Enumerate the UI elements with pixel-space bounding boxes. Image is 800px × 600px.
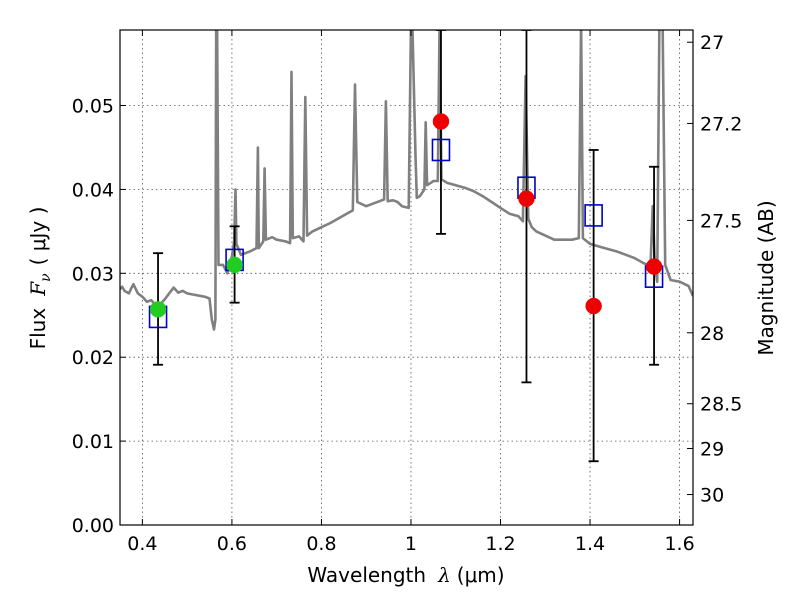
plot-background	[120, 30, 693, 525]
x-axis-ticks: 0.4 0.6 0.8 1 1.2 1.4 1.6	[127, 30, 695, 555]
model-point-square	[431, 138, 451, 162]
y-axis-title-subscript: ν	[38, 273, 54, 282]
x-axis-title: Wavelength λ (μm)	[307, 563, 504, 587]
x-tick-label: 1.6	[664, 533, 694, 555]
observed-red-point	[518, 190, 535, 207]
x-axis-title-text: Wavelength	[307, 563, 426, 587]
y2-tick-label: 29	[700, 438, 724, 460]
x-tick-label: 0.4	[127, 533, 157, 555]
observed-green-point	[149, 301, 167, 318]
observed-red-point	[585, 297, 602, 315]
y-tick-label: 0.05	[72, 96, 114, 118]
observed-green-point	[226, 256, 243, 274]
x-tick-label: 0.6	[217, 533, 247, 555]
y-axis-title: Flux Fν ( μJy )	[26, 207, 54, 350]
y2-tick-label: 28.5	[700, 394, 742, 416]
y-tick-label: 0.02	[72, 347, 114, 369]
observed-point-layer	[149, 113, 663, 318]
x-tick-label: 1.2	[485, 533, 515, 555]
x-tick-label: 0.8	[306, 533, 336, 555]
y2-tick-label: 28	[700, 323, 724, 345]
x-axis-title-unit: (μm)	[457, 563, 505, 587]
y-tick-label: 0.01	[72, 431, 114, 453]
y-tick-label: 0.00	[72, 515, 114, 537]
y2-tick-label: 27	[700, 32, 724, 54]
y-axis-title-unit: ( μJy )	[26, 207, 50, 266]
y2-axis-title: Magnitude (AB)	[754, 200, 778, 355]
spectrum-layer	[120, 30, 693, 331]
observed-red-point	[432, 113, 450, 130]
y-tick-label: 0.04	[72, 179, 114, 201]
model-point-square	[584, 204, 603, 227]
x-tick-label: 1	[405, 533, 417, 555]
y2-tick-label: 27.5	[700, 210, 742, 232]
x-axis-title-symbol: λ	[437, 563, 451, 587]
spectrum-line	[120, 30, 693, 331]
y-tick-label: 0.03	[72, 263, 114, 285]
y-axis-ticks: 0.00 0.01 0.02 0.03 0.04 0.05	[72, 96, 126, 537]
y2-tick-label: 30	[700, 485, 724, 507]
plot-frame	[119, 29, 694, 526]
y-axis-title-text: Flux	[26, 308, 50, 350]
x-tick-label: 1.4	[575, 533, 605, 555]
y2-tick-label: 27.2	[700, 113, 742, 135]
y2-axis-ticks: 27 27.2 27.5 28 28.5 29 30	[687, 32, 742, 507]
y-axis-title-symbol: F	[26, 281, 50, 297]
observed-red-point	[645, 258, 663, 275]
